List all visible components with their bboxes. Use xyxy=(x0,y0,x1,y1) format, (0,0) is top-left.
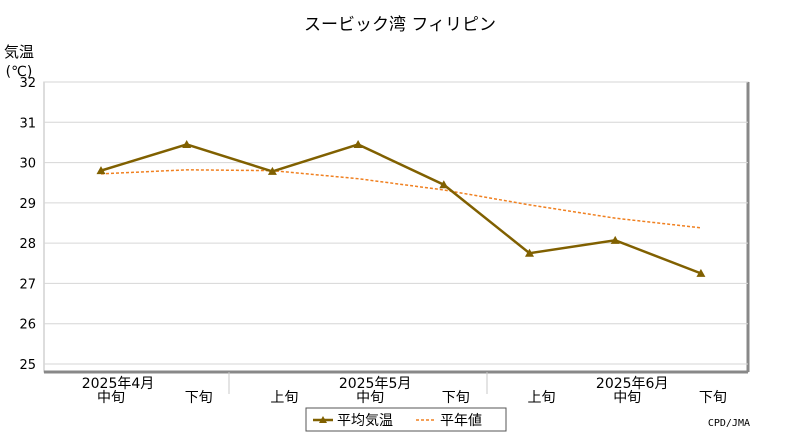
legend-marker-mean xyxy=(319,416,327,423)
y-tick-label: 32 xyxy=(19,76,36,91)
data-point-mean xyxy=(696,268,706,277)
y-tick-label: 25 xyxy=(19,358,36,373)
series-layer xyxy=(96,139,706,277)
y-tick-labels: 25 26 27 28 29 30 31 32 xyxy=(19,76,36,373)
grid-lines xyxy=(44,81,748,365)
plot-frame xyxy=(43,81,750,374)
legend: 平均気温 平年値 xyxy=(305,407,507,432)
x-tick-label: 中旬 xyxy=(97,390,125,406)
data-point-mean xyxy=(439,180,449,189)
y-tick-label: 26 xyxy=(19,318,36,333)
data-point-mean xyxy=(182,139,192,148)
legend-label-mean: 平均気温 xyxy=(337,413,393,429)
data-point-mean xyxy=(353,139,363,148)
x-tick-label: 中旬 xyxy=(356,390,384,406)
x-tick-label: 上旬 xyxy=(528,390,556,406)
y-tick-label: 27 xyxy=(19,277,36,292)
chart-title: スービック湾 フィリピン xyxy=(304,15,496,35)
data-point-mean xyxy=(96,166,106,175)
y-axis-unit: (℃) xyxy=(6,64,33,80)
series-line-mean xyxy=(100,143,702,275)
series-line-normal xyxy=(100,169,701,229)
x-tick-labels: 中旬 下旬 上旬 中旬 下旬 上旬 中旬 下旬 2025年4月 2025年5月 2025年6月 xyxy=(82,372,727,406)
month-label: 2025年6月 xyxy=(596,376,669,392)
data-point-mean xyxy=(610,235,620,244)
credit-text: CPD/JMA xyxy=(707,418,750,429)
y-tick-label: 28 xyxy=(19,237,36,252)
x-tick-label: 下旬 xyxy=(185,390,213,406)
y-tick-label: 30 xyxy=(19,157,36,172)
legend-box xyxy=(305,407,507,432)
y-tick-label: 29 xyxy=(19,197,36,212)
plot-area xyxy=(43,81,749,373)
legend-label-normal: 平年値 xyxy=(440,413,482,429)
x-tick-label: 下旬 xyxy=(699,390,727,406)
x-tick-label: 上旬 xyxy=(270,390,298,406)
x-tick-label: 下旬 xyxy=(442,390,470,406)
y-tick-label: 31 xyxy=(19,116,36,131)
x-tick-label: 中旬 xyxy=(613,390,641,406)
month-label: 2025年5月 xyxy=(339,376,412,392)
data-point-mean xyxy=(267,166,277,175)
data-point-mean xyxy=(525,248,534,257)
y-axis-label: 気温 xyxy=(4,43,34,61)
month-label: 2025年4月 xyxy=(82,376,155,392)
